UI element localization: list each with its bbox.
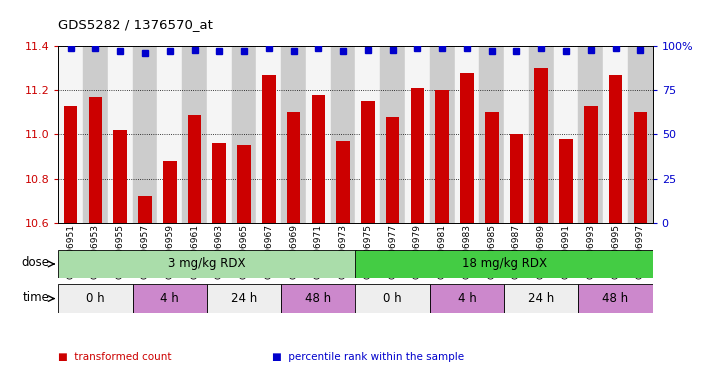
Bar: [188, 114, 201, 223]
Bar: [361, 101, 375, 223]
Bar: [207, 46, 232, 223]
Bar: [454, 46, 479, 223]
Bar: [64, 106, 77, 223]
Bar: [429, 284, 504, 313]
Bar: [58, 284, 132, 313]
Text: 48 h: 48 h: [305, 292, 331, 305]
Bar: [405, 46, 429, 223]
Text: time: time: [23, 291, 50, 304]
Bar: [411, 88, 424, 223]
Bar: [108, 46, 132, 223]
Bar: [579, 46, 603, 223]
Bar: [182, 46, 207, 223]
Text: 4 h: 4 h: [458, 292, 476, 305]
Bar: [584, 106, 597, 223]
Bar: [529, 46, 554, 223]
Bar: [58, 250, 356, 278]
Bar: [504, 284, 578, 313]
Bar: [460, 73, 474, 223]
Bar: [157, 46, 182, 223]
Bar: [435, 90, 449, 223]
Bar: [58, 46, 83, 223]
Bar: [479, 46, 504, 223]
Bar: [138, 196, 151, 223]
Bar: [579, 284, 653, 313]
Bar: [257, 46, 281, 223]
Bar: [306, 46, 331, 223]
Text: 4 h: 4 h: [161, 292, 179, 305]
Bar: [114, 130, 127, 223]
Bar: [634, 113, 647, 223]
Bar: [232, 46, 257, 223]
Bar: [628, 46, 653, 223]
Text: 0 h: 0 h: [383, 292, 402, 305]
Bar: [331, 46, 356, 223]
Bar: [287, 113, 300, 223]
Bar: [485, 113, 498, 223]
Bar: [603, 46, 628, 223]
Bar: [535, 68, 548, 223]
Bar: [609, 75, 622, 223]
Bar: [281, 284, 356, 313]
Text: dose: dose: [21, 256, 50, 269]
Bar: [132, 46, 157, 223]
Bar: [356, 284, 429, 313]
Bar: [504, 46, 529, 223]
Bar: [429, 46, 454, 223]
Bar: [380, 46, 405, 223]
Text: 24 h: 24 h: [231, 292, 257, 305]
Bar: [356, 46, 380, 223]
Bar: [311, 95, 325, 223]
Bar: [83, 46, 108, 223]
Bar: [336, 141, 350, 223]
Text: 18 mg/kg RDX: 18 mg/kg RDX: [461, 258, 547, 270]
Bar: [237, 146, 251, 223]
Text: GDS5282 / 1376570_at: GDS5282 / 1376570_at: [58, 18, 213, 31]
Bar: [262, 75, 276, 223]
Bar: [510, 134, 523, 223]
Bar: [132, 284, 207, 313]
Bar: [89, 97, 102, 223]
Bar: [281, 46, 306, 223]
Bar: [386, 117, 400, 223]
Text: 24 h: 24 h: [528, 292, 555, 305]
Bar: [356, 250, 653, 278]
Text: ■  percentile rank within the sample: ■ percentile rank within the sample: [272, 352, 464, 362]
Bar: [163, 161, 176, 223]
Text: 3 mg/kg RDX: 3 mg/kg RDX: [168, 258, 246, 270]
Text: ■  transformed count: ■ transformed count: [58, 352, 172, 362]
Bar: [554, 46, 578, 223]
Bar: [207, 284, 281, 313]
Text: 0 h: 0 h: [86, 292, 105, 305]
Text: 48 h: 48 h: [602, 292, 629, 305]
Bar: [213, 143, 226, 223]
Bar: [560, 139, 573, 223]
